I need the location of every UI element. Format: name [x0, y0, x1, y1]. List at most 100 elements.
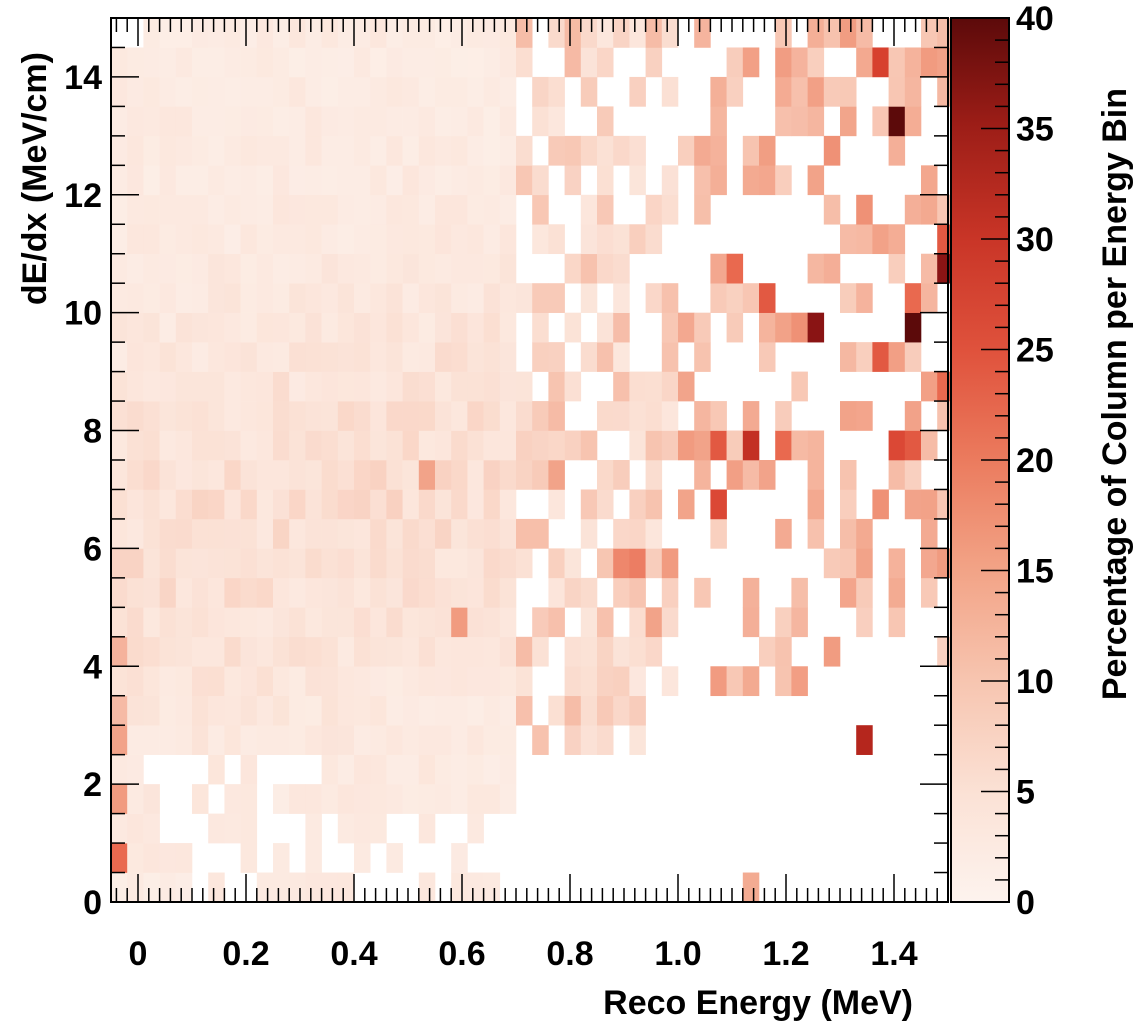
heatmap-cell: [775, 518, 792, 549]
heatmap-cell: [921, 47, 938, 78]
heatmap-cell: [111, 489, 128, 520]
heatmap-cell: [678, 489, 695, 520]
heatmap-cell: [159, 607, 177, 638]
heatmap-cell: [256, 47, 274, 78]
heatmap-cell: [807, 18, 825, 48]
heatmap-cell: [127, 165, 144, 196]
heatmap-cell: [111, 165, 128, 196]
heatmap-cell: [888, 224, 906, 255]
heatmap-cell: [710, 106, 727, 137]
heatmap-cell: [370, 18, 387, 48]
heatmap-cell: [305, 607, 322, 638]
heatmap-cell: [597, 489, 614, 520]
heatmap-cell: [499, 18, 517, 48]
heatmap-cell: [224, 18, 241, 48]
heatmap-cell: [175, 165, 193, 196]
heatmap-cell: [143, 401, 160, 431]
heatmap-cell: [321, 695, 339, 726]
heatmap-cell: [111, 401, 128, 431]
heatmap-cell: [532, 76, 549, 107]
heatmap-cell: [402, 695, 420, 726]
heatmap-cell: [159, 489, 177, 520]
heatmap-cell: [580, 725, 598, 755]
heatmap-cell: [904, 47, 922, 78]
heatmap-cell: [694, 342, 711, 372]
heatmap-cell: [661, 371, 679, 402]
heatmap-cell: [661, 430, 679, 461]
heatmap-cell: [483, 607, 501, 638]
heatmap-cell: [289, 18, 306, 48]
heatmap-cell: [775, 106, 792, 137]
heatmap-cell: [240, 194, 258, 225]
heatmap-cell: [888, 135, 906, 166]
heatmap-cell: [370, 401, 387, 431]
heatmap-cell: [402, 607, 420, 638]
heatmap-cell: [532, 518, 549, 549]
heatmap-cell: [321, 784, 339, 814]
heatmap-cell: [435, 283, 452, 313]
heatmap-cell: [499, 47, 517, 78]
heatmap-cell: [224, 460, 241, 490]
heatmap-cell: [159, 135, 177, 166]
heatmap-cell: [224, 312, 241, 343]
heatmap-cell: [127, 754, 144, 785]
heatmap-cell: [111, 283, 128, 313]
heatmap-cell: [175, 371, 193, 402]
heatmap-cell: [564, 253, 582, 284]
heatmap-cell: [418, 224, 436, 255]
heatmap-cell: [127, 224, 144, 255]
heatmap-cell: [418, 253, 436, 284]
heatmap-cell: [418, 194, 436, 225]
heatmap-cell: [499, 666, 517, 697]
heatmap-cell: [629, 577, 646, 608]
x-axis-ticks: [115, 18, 949, 902]
heatmap-cell: [192, 518, 209, 549]
heatmap-cell: [499, 695, 517, 726]
heatmap-cell: [175, 47, 193, 78]
heatmap-cell: [904, 106, 922, 137]
heatmap-cell: [856, 283, 873, 313]
heatmap-cell: [661, 194, 679, 225]
heatmap-cell: [726, 283, 744, 313]
heatmap-cell: [580, 283, 598, 313]
heatmap-cell: [192, 666, 209, 697]
heatmap-cell: [467, 754, 484, 785]
heatmap-cell: [904, 76, 922, 107]
heatmap-cell: [402, 135, 420, 166]
heatmap-cell: [273, 430, 290, 461]
heatmap-cell: [629, 135, 646, 166]
heatmap-cell: [143, 342, 160, 372]
heatmap-cell: [791, 76, 808, 107]
heatmap-cell: [354, 224, 371, 255]
heatmap-cell: [483, 253, 501, 284]
heatmap-cell: [256, 430, 274, 461]
heatmap-cell: [678, 371, 695, 402]
heatmap-cell: [127, 666, 144, 697]
heatmap-cell: [483, 577, 501, 608]
heatmap-cell: [273, 401, 290, 431]
heatmap-cell: [256, 165, 274, 196]
heatmap-cell: [435, 224, 452, 255]
heatmap-cell: [937, 76, 954, 107]
heatmap-cell: [370, 577, 387, 608]
heatmap-cell: [483, 430, 501, 461]
heatmap-cell: [613, 401, 630, 431]
heatmap-cell: [208, 695, 225, 726]
heatmap-cell: [872, 489, 889, 520]
heatmap-cell: [240, 135, 258, 166]
heatmap-cell: [418, 18, 436, 48]
heatmap-cell: [629, 165, 646, 196]
heatmap-cell: [354, 371, 371, 402]
heatmap-cell: [256, 460, 274, 490]
heatmap-cell: [742, 283, 760, 313]
heatmap-cell: [127, 813, 144, 844]
heatmap-cell: [597, 312, 614, 343]
heatmap-cell: [548, 548, 565, 579]
heatmap-cell: [111, 106, 128, 137]
heatmap-cell: [710, 666, 727, 697]
heatmap-cell: [289, 283, 306, 313]
heatmap-cell: [840, 224, 857, 255]
colorbar-tick-label: 5: [1016, 774, 1035, 812]
heatmap-cell: [273, 194, 290, 225]
heatmap-cell: [321, 577, 339, 608]
